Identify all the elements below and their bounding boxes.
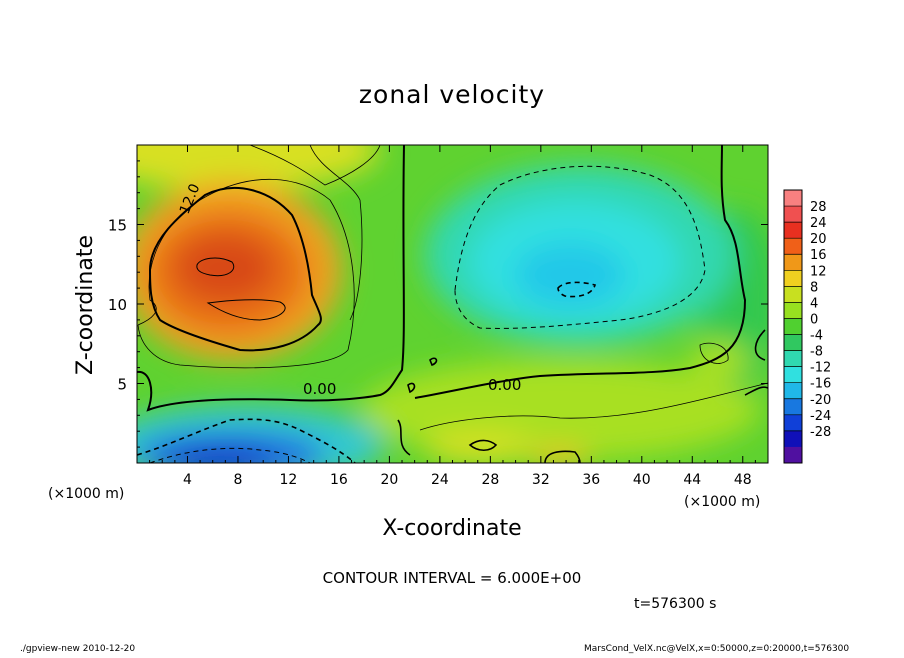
colorbar-swatch xyxy=(784,206,802,223)
x-tick-label: 20 xyxy=(380,472,398,488)
time-label: t=576300 s xyxy=(634,596,716,612)
colorbar-label: 28 xyxy=(810,200,827,215)
y-axis: 5 10 15 xyxy=(108,160,768,448)
y-axis-label: Z-coordinate xyxy=(73,235,98,375)
colorbar-label: -24 xyxy=(810,409,831,424)
contour-12 xyxy=(148,187,322,352)
y-tick-label: 5 xyxy=(117,376,127,394)
y-tick-label: 10 xyxy=(108,296,127,314)
x-tick-label: 36 xyxy=(582,472,600,488)
colorbar-label: 16 xyxy=(810,248,827,263)
colorbar-swatch xyxy=(784,350,802,368)
colorbar-swatch xyxy=(784,254,802,271)
x-axis: 4 8 12 16 20 24 28 32 36 40 44 48 xyxy=(149,145,756,488)
contour-zero xyxy=(137,145,405,412)
colorbar-swatch xyxy=(784,190,802,207)
colorbar-swatch xyxy=(784,286,802,303)
x-tick-label: 24 xyxy=(431,472,449,488)
colorbar-swatch xyxy=(784,334,802,352)
colorbar-label: -20 xyxy=(810,393,831,408)
x-tick-label: 16 xyxy=(330,472,348,488)
colorbar-swatch xyxy=(784,270,802,287)
colorbar-label: -4 xyxy=(810,329,823,344)
colorbar-label: 4 xyxy=(810,296,818,311)
colorbar-label: -16 xyxy=(810,377,831,392)
colorbar-label: -12 xyxy=(810,361,831,376)
contour-label-zero-right: 0.00 xyxy=(488,376,521,394)
footer-left: ./gpview-new 2010-12-20 xyxy=(20,644,135,654)
colorbar-swatch xyxy=(784,366,802,384)
colorbar-label: 20 xyxy=(810,232,827,247)
colorbar-swatch xyxy=(784,318,802,336)
colorbar-label: 12 xyxy=(810,264,827,279)
colorbar-swatch xyxy=(784,238,802,255)
x-tick-label: 40 xyxy=(633,472,651,488)
x-tick-label: 28 xyxy=(481,472,499,488)
x-tick-label: 32 xyxy=(532,472,550,488)
x-tick-label: 12 xyxy=(280,472,298,488)
x-axis-label: X-coordinate xyxy=(382,516,521,541)
colorbar-swatch xyxy=(784,446,802,464)
colorbar-swatch xyxy=(784,382,802,400)
colorbar-swatch xyxy=(784,430,802,448)
x-unit-right: (×1000 m) xyxy=(684,494,760,510)
y-tick-label: 15 xyxy=(108,217,127,235)
x-tick-label: 4 xyxy=(183,472,192,488)
colorbar-swatch xyxy=(784,302,802,319)
chart-title: zonal velocity xyxy=(359,80,545,109)
colorbar-label: -28 xyxy=(810,425,831,440)
colorbar-label: 24 xyxy=(810,216,827,231)
footer-right: MarsCond_VelX.nc@VelX,x=0:50000,z=0:2000… xyxy=(584,644,849,654)
colorbar-swatch xyxy=(784,398,802,416)
x-tick-label: 44 xyxy=(683,472,701,488)
colorbar-label: 0 xyxy=(810,312,818,327)
colorbar-label: -8 xyxy=(810,345,823,360)
x-tick-label: 48 xyxy=(734,472,752,488)
plot-area: 12.0 0.00 0.00 xyxy=(137,145,768,463)
x-unit-left: (×1000 m) xyxy=(48,486,124,502)
contour-interval: CONTOUR INTERVAL = 6.000E+00 xyxy=(323,569,582,587)
colorbar-frame xyxy=(783,189,803,464)
colorbar-swatch xyxy=(784,222,802,239)
colorbar-swatch xyxy=(784,414,802,432)
x-tick-label: 8 xyxy=(233,472,242,488)
colorbar-label: 8 xyxy=(810,280,818,295)
contour-label-zero-left: 0.00 xyxy=(303,380,336,398)
